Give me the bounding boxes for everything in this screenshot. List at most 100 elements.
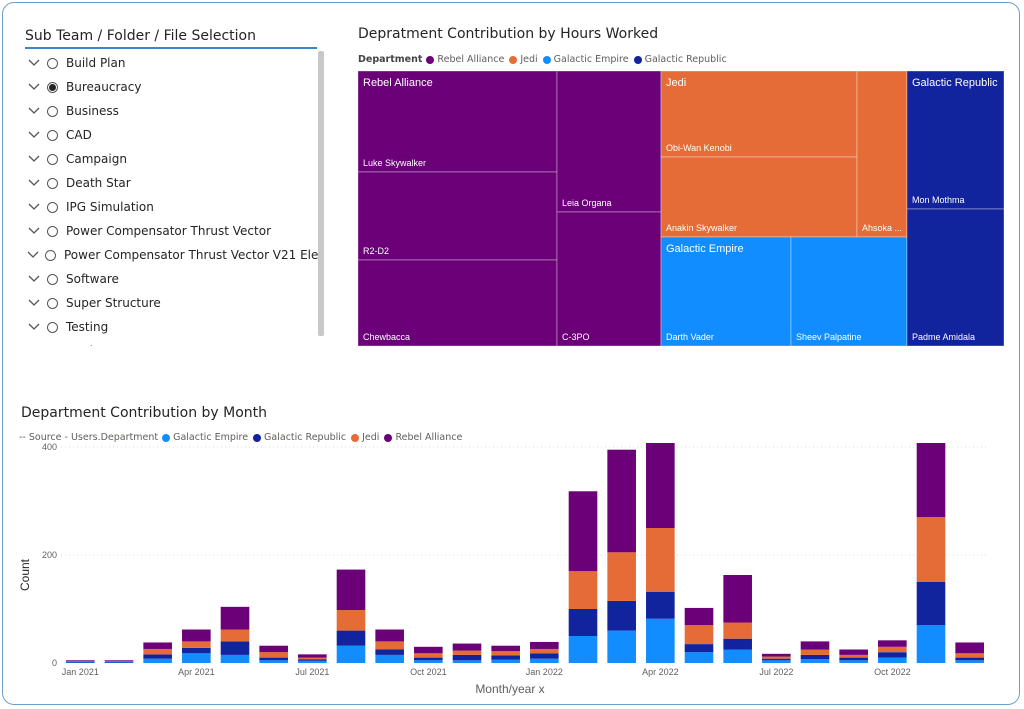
x-tick-label: Apr 2021 [178,667,215,677]
chevron-down-icon[interactable] [27,248,39,262]
chevron-down-icon[interactable] [27,176,41,190]
legend-item[interactable]: Rebel Alliance [426,54,504,65]
bar-segment-galactic-republic [375,649,404,655]
legend-item[interactable]: Galactic Republic [253,432,346,443]
slicer-item[interactable]: Super Structure [25,291,320,315]
chevron-down-icon[interactable] [27,104,41,118]
bar-segment-rebel-alliance [878,640,907,647]
legend-label: Galactic Republic [644,54,727,65]
bar-segment-rebel-alliance [414,646,443,654]
chevron-down-icon[interactable] [27,152,41,166]
slicer-item[interactable]: IPG Simulation [25,195,320,219]
bar-segment-galactic-empire [530,658,559,663]
treemap-leaf-label: R2-D2 [363,246,389,256]
slicer-item-label: Software [66,272,119,286]
radio-button[interactable] [47,177,58,189]
bar-segment-galactic-republic [143,654,172,659]
treemap-tile-sheev-palpatine [790,236,908,346]
chevron-down-icon[interactable] [27,224,41,238]
slicer-item[interactable]: Software [25,267,320,291]
bar-segment-galactic-republic [336,630,366,646]
legend-dot-icon [509,55,518,64]
slicer-item[interactable]: Business [25,99,320,123]
bar-segment-jedi [723,622,752,639]
slicer-scrollbar[interactable] [318,51,324,336]
slicer-item[interactable]: Bureaucracy [25,75,320,99]
radio-button[interactable] [47,153,58,165]
bar-segment-galactic-republic [568,609,598,636]
bar-segment-galactic-empire [182,653,211,663]
bar-segment-galactic-republic [104,661,134,663]
slicer-item[interactable]: Campaign [25,147,320,171]
slicer-item[interactable]: Power Compensator Thrust Vector [25,219,320,243]
treemap-tile-ahsoka [856,71,908,238]
bar-segment-jedi [336,610,366,631]
treemap-title: Depratment Contribution by Hours Worked [358,26,659,42]
chevron-down-icon[interactable] [27,296,41,310]
bar-segment-jedi [646,528,675,592]
slicer-item[interactable]: Death Star [25,171,320,195]
radio-button[interactable] [47,129,58,141]
radio-button[interactable] [47,345,58,346]
bar-segment-jedi [607,552,636,601]
bar-segment-jedi [800,649,830,655]
slicer-item[interactable]: Build Plan [25,51,320,75]
slicer-item[interactable]: CAD [25,123,320,147]
legend-item[interactable]: Galactic Empire [542,54,629,65]
treemap-tile-anakin-skywalker [660,156,858,238]
legend-dot-icon [384,433,393,442]
bar-segment-jedi [259,652,288,658]
bar-segment-galactic-republic [414,657,443,661]
chevron-down-icon[interactable] [27,200,41,214]
chevron-down-icon[interactable] [27,320,41,334]
slicer-item[interactable]: Power Compensator Thrust Vector V21 Elec… [25,243,320,267]
legend-item[interactable]: Jedi [351,432,379,443]
radio-button[interactable] [47,225,58,237]
treemap-tile-c-3po [556,211,662,346]
legend-item[interactable]: Rebel Alliance [384,432,462,443]
chevron-down-icon[interactable] [27,128,41,142]
legend-dot-icon [351,433,360,442]
slicer-item[interactable]: Testing Data [25,339,320,346]
radio-button[interactable] [47,81,58,93]
radio-button[interactable] [47,201,58,213]
slicer-item-label: Testing [66,320,109,334]
radio-button[interactable] [47,321,58,333]
chevron-down-icon[interactable] [27,344,41,346]
bar-segment-jedi [916,517,946,582]
radio-button[interactable] [47,273,58,285]
treemap-leaf-label: C-3PO [562,332,590,342]
bar-segment-galactic-republic [259,657,288,661]
chevron-down-icon[interactable] [27,272,41,286]
bar-segment-jedi [568,571,598,609]
bar-segment-jedi [839,654,868,658]
radio-button[interactable] [45,249,56,261]
bar-segment-galactic-empire [646,618,675,663]
bar-chart-title: Department Contribution by Month [21,405,268,421]
legend-item[interactable]: Galactic Empire [162,432,248,443]
bar-segment-galactic-republic [839,657,868,661]
chevron-down-icon[interactable] [27,80,41,94]
bar-segment-jedi [375,641,404,650]
legend-label: Jedi [362,432,380,443]
legend-item[interactable]: Jedi [509,54,538,65]
x-axis-title: Month/year x [475,682,544,696]
bar-segment-galactic-empire [452,660,482,663]
treemap-leaf-label: Darth Vader [666,332,714,342]
bar-segment-galactic-empire [839,660,868,663]
radio-button[interactable] [47,297,58,309]
bar-segment-galactic-republic [182,647,211,654]
slicer-item-label: Super Structure [66,296,161,310]
bar-segment-galactic-empire [955,660,984,663]
slicer-title: Sub Team / Folder / File Selection [25,28,317,49]
slicer-item[interactable]: Testing [25,315,320,339]
legend-item[interactable]: Galactic Republic [633,54,727,65]
legend-label: Rebel Alliance [437,54,505,65]
radio-button[interactable] [47,57,58,69]
bar-segment-galactic-republic [452,654,482,661]
bar-segment-galactic-empire [414,660,443,663]
bar-segment-jedi [414,653,443,658]
chevron-down-icon[interactable] [27,56,41,70]
radio-button[interactable] [47,105,58,117]
treemap-tile-darth-vader [660,236,792,346]
